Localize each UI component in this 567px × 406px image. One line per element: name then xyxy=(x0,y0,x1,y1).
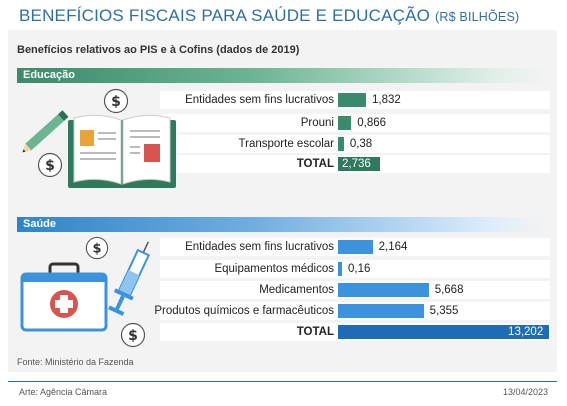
chart-unit: (R$ BILHÕES) xyxy=(435,10,520,24)
category-label: Equipamentos médicos xyxy=(214,263,334,275)
dollar-coin-icon: $ xyxy=(103,88,129,114)
chart-subtitle: Benefícios relativos ao PIS e à Cofins (… xyxy=(17,44,300,56)
category-label: Transporte escolar xyxy=(238,138,334,150)
category-label: Produtos químicos e farmacêuticos xyxy=(154,305,334,317)
dollar-coin-icon: $ xyxy=(37,152,63,178)
total-label: TOTAL xyxy=(296,158,334,170)
health-bar-row: Equipamentos médicos 0,16 xyxy=(160,260,550,278)
data-value-label: 2,164 xyxy=(378,241,408,253)
total-bar xyxy=(338,325,550,339)
health-bar-row: Produtos químicos e farmacêuticos 5,355 xyxy=(154,302,550,320)
section-band-health: Saúde xyxy=(17,217,547,232)
data-value-label: 0,38 xyxy=(349,138,373,150)
data-value-label: 5,355 xyxy=(429,305,459,317)
pencil-icon xyxy=(22,110,69,153)
data-bar xyxy=(338,93,367,107)
dollar-coin-icon: $ xyxy=(120,322,146,348)
book-icon xyxy=(68,114,176,188)
total-value-label: 2,736 xyxy=(342,158,371,170)
data-bar xyxy=(338,283,429,297)
svg-text:$: $ xyxy=(93,242,102,257)
education-bar-row: Entidades sem fins lucrativos 1,832 xyxy=(160,91,550,109)
total-value-label: 13,202 xyxy=(508,326,544,338)
data-value-label: 0,866 xyxy=(357,117,387,129)
education-bar-row: Transporte escolar 0,38 xyxy=(160,135,550,153)
chart-title: BENEFÍCIOS FISCAIS PARA SAÚDE E EDUCAÇÃO… xyxy=(19,6,519,26)
data-value-label: 0,16 xyxy=(348,263,371,275)
data-bar xyxy=(338,137,344,151)
data-bar xyxy=(338,262,342,276)
category-label: Entidades sem fins lucrativos xyxy=(185,241,334,253)
data-bar xyxy=(338,116,352,130)
education-total-row: TOTAL 2,736 xyxy=(160,155,550,173)
svg-text:$: $ xyxy=(45,158,55,174)
source-note: Fonte: Ministério da Fazenda xyxy=(17,357,134,367)
section-band-education: Educação xyxy=(17,68,547,83)
data-bar xyxy=(338,240,373,254)
total-label: TOTAL xyxy=(296,326,334,338)
health-bar-row: Entidades sem fins lucrativos 2,164 xyxy=(160,238,550,256)
credit-text: Arte: Agência Câmara xyxy=(19,387,108,397)
svg-text:$: $ xyxy=(128,328,138,344)
data-value-label: 5,668 xyxy=(434,284,464,296)
date-text: 13/04/2023 xyxy=(502,387,548,397)
health-total-row: TOTAL 13,202 xyxy=(160,323,550,341)
svg-text:$: $ xyxy=(111,94,121,110)
data-value-label: 1,832 xyxy=(372,94,401,106)
first-aid-kit-icon xyxy=(20,262,108,332)
syringe-icon xyxy=(108,241,151,316)
category-label: Entidades sem fins lucrativos xyxy=(185,94,334,106)
health-bar-row: Medicamentos 5,668 xyxy=(160,281,550,299)
dollar-coin-icon: $ xyxy=(85,236,109,260)
chart-title-text: BENEFÍCIOS FISCAIS PARA SAÚDE E EDUCAÇÃO xyxy=(19,6,431,25)
category-label: Prouni xyxy=(300,117,334,129)
education-bar-row: Prouni 0,866 xyxy=(160,114,550,132)
category-label: Medicamentos xyxy=(259,284,334,296)
total-bar xyxy=(338,157,380,171)
data-bar xyxy=(338,304,424,318)
footer-divider xyxy=(8,381,557,382)
